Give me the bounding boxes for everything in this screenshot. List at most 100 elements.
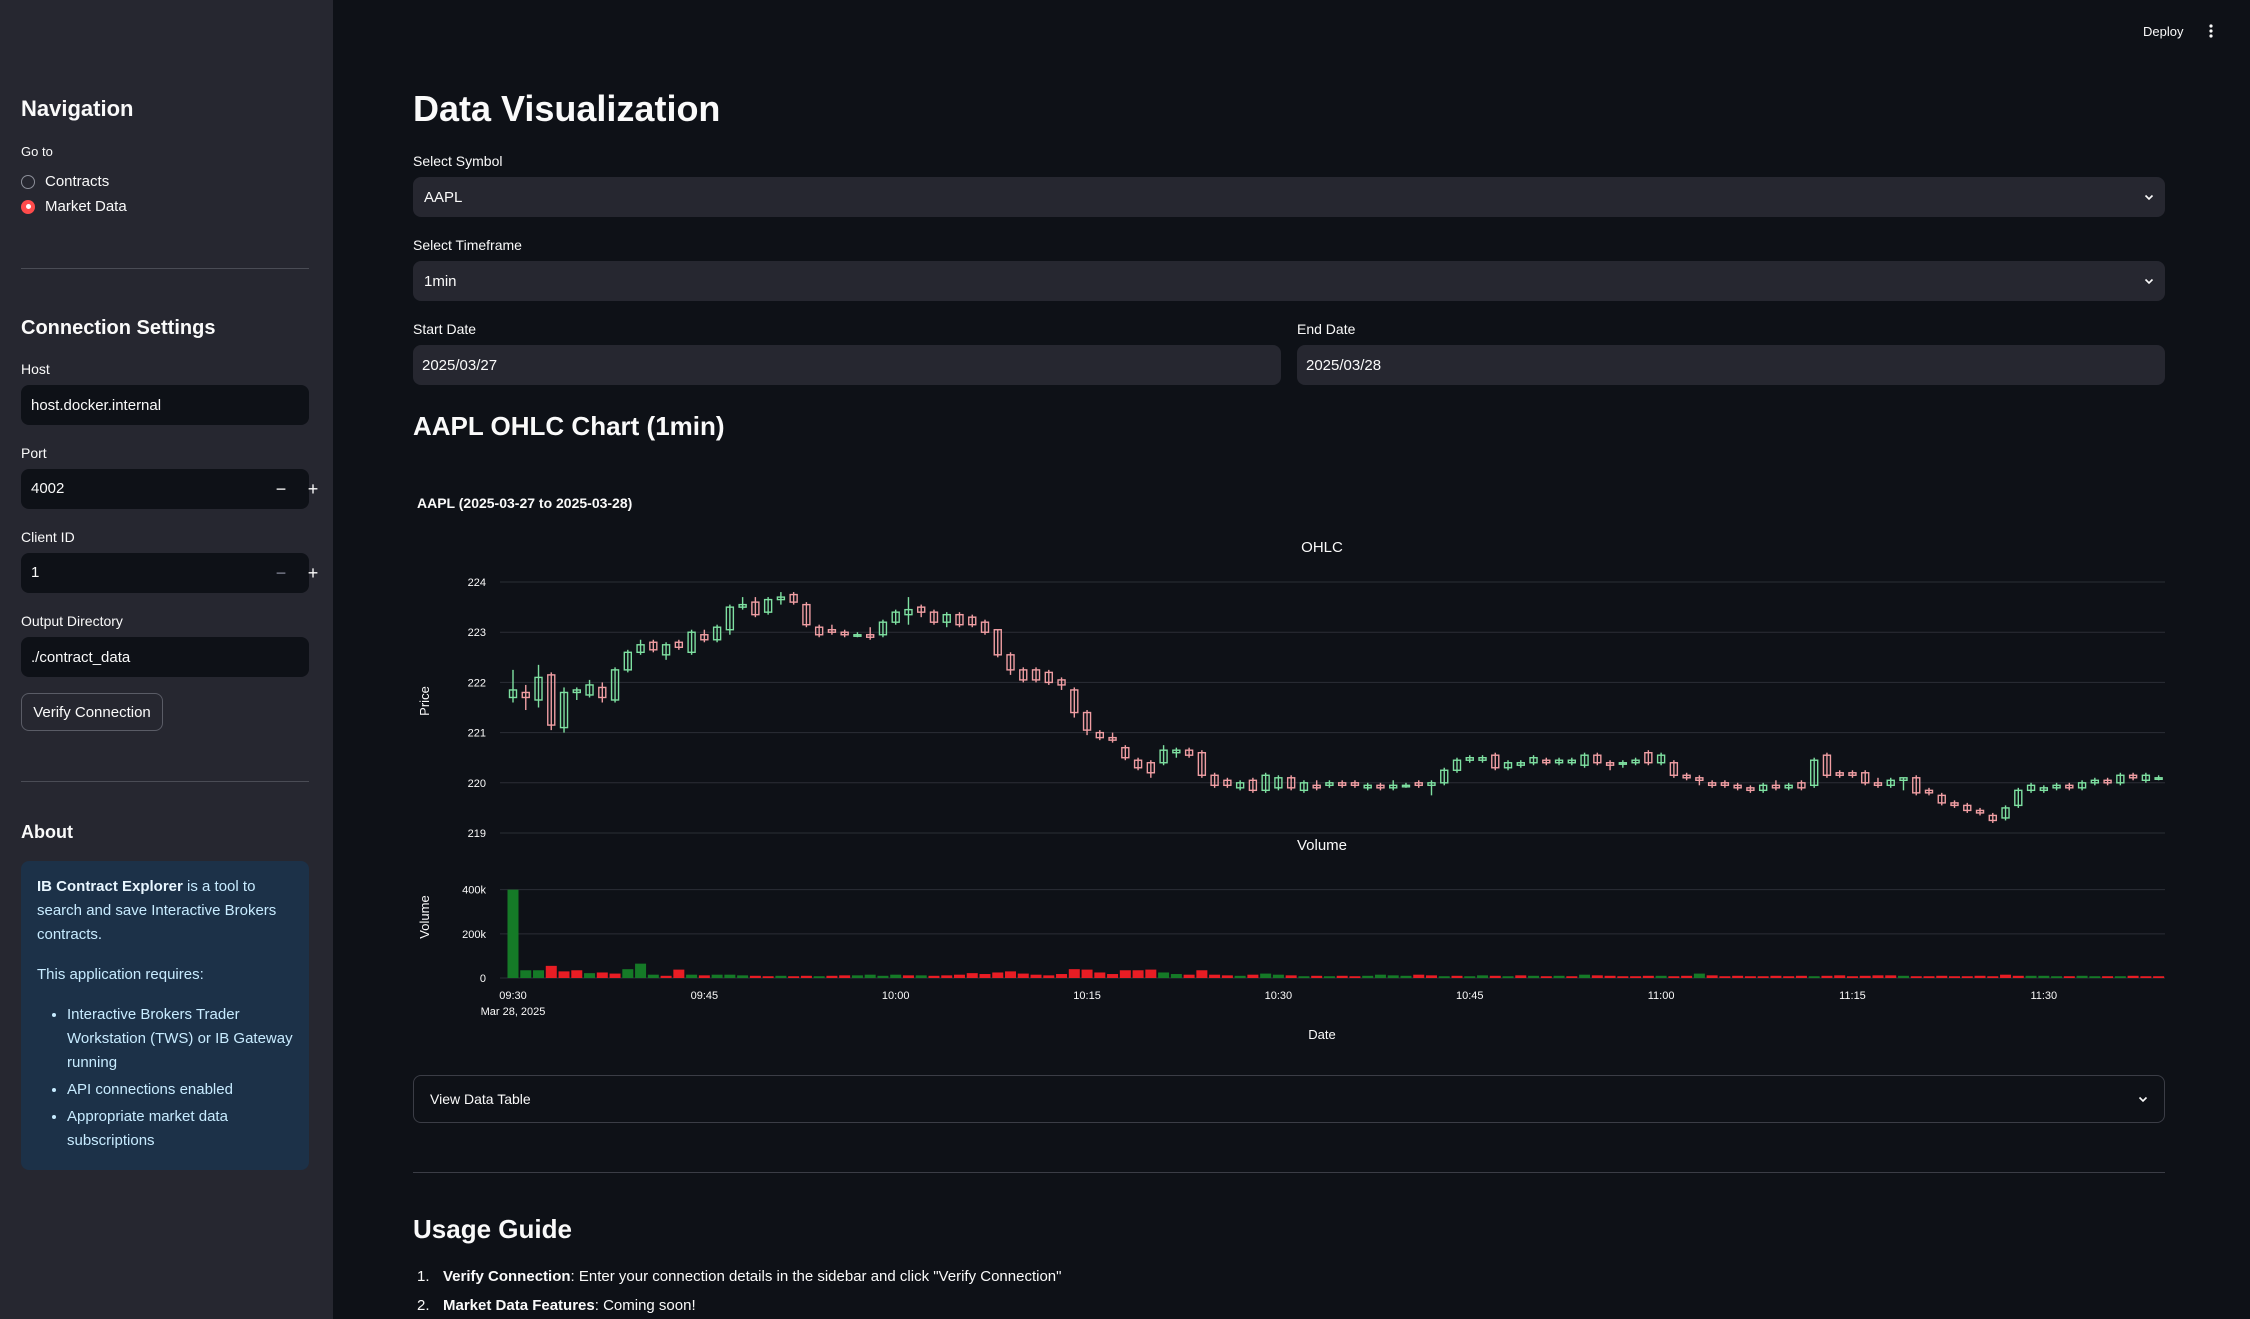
- candle: [802, 602, 811, 628]
- candle: [598, 682, 607, 703]
- port-number-input[interactable]: 4002 − +: [21, 469, 318, 509]
- candle: [2014, 787, 2023, 808]
- volume-bar: [1477, 975, 1489, 978]
- list-item: API connections enabled: [67, 1078, 293, 1102]
- candle-body: [891, 611, 900, 623]
- port-value[interactable]: 4002: [31, 480, 65, 497]
- guide-item-text: : Coming soon!: [594, 1297, 696, 1314]
- port-label: Port: [21, 445, 47, 461]
- increment-button[interactable]: +: [307, 479, 319, 499]
- volume-bar: [609, 973, 621, 978]
- volume-bar: [800, 975, 812, 978]
- candle: [1899, 777, 1908, 791]
- decrement-button[interactable]: −: [275, 479, 287, 499]
- candle: [942, 612, 951, 628]
- candle-body: [1912, 777, 1921, 794]
- candle: [1070, 687, 1079, 718]
- volume-bar: [1068, 969, 1080, 978]
- candle: [1580, 752, 1589, 768]
- candle-body: [980, 621, 990, 633]
- divider: [21, 781, 309, 782]
- candle: [1542, 757, 1551, 766]
- candle-body: [2103, 779, 2112, 784]
- volume-bar: [1311, 975, 1323, 978]
- deploy-button[interactable]: Deploy: [2143, 24, 2184, 39]
- candle: [1235, 780, 1245, 791]
- candle-body: [1452, 759, 1462, 771]
- volume-bar: [1604, 975, 1616, 978]
- candle: [1758, 782, 1768, 793]
- candle-body: [840, 631, 849, 636]
- host-input[interactable]: host.docker.internal: [21, 385, 309, 425]
- volume-bar: [1017, 973, 1029, 978]
- candle-body: [1235, 782, 1245, 789]
- price-axis-title: Price: [417, 686, 432, 716]
- volume-bar: [1668, 976, 1680, 978]
- divider: [21, 268, 309, 269]
- candle: [1019, 667, 1028, 683]
- chevron-down-icon: [2144, 278, 2154, 285]
- volume-bar: [762, 976, 774, 978]
- candle: [1440, 767, 1449, 786]
- candle: [623, 649, 633, 673]
- volume-bar: [673, 969, 685, 978]
- candle: [1516, 760, 1525, 768]
- volume-bar: [1617, 976, 1629, 978]
- candle: [1491, 752, 1500, 771]
- volume-bar: [1323, 976, 1335, 978]
- output-dir-input[interactable]: ./contract_data: [21, 637, 309, 677]
- candle-body: [1108, 736, 1117, 741]
- ohlc-chart[interactable]: AAPL (2025-03-27 to 2025-03-28) OHLC Vol…: [333, 480, 2250, 1060]
- candle-body: [1924, 789, 1934, 794]
- volume-bar: [1170, 974, 1182, 978]
- candle: [1593, 752, 1602, 766]
- candle-body: [1861, 772, 1870, 784]
- candle: [993, 629, 1002, 658]
- candle-body: [1440, 769, 1449, 784]
- x-tick-sublabel: Mar 28, 2025: [481, 1006, 546, 1018]
- candle-body: [2052, 784, 2061, 789]
- timeframe-select[interactable]: 1min: [413, 261, 2165, 301]
- end-date-input[interactable]: 2025/03/28: [1297, 345, 2165, 385]
- x-tick-label: 11:15: [1839, 990, 1866, 1002]
- candle-body: [1707, 782, 1717, 787]
- candle-body: [1631, 759, 1640, 764]
- candle-body: [968, 616, 977, 626]
- decrement-button[interactable]: −: [275, 563, 287, 583]
- candle-body: [1529, 757, 1538, 764]
- candle: [1835, 770, 1844, 778]
- candle-body: [1070, 689, 1079, 714]
- candle: [2052, 782, 2061, 791]
- candle: [1057, 677, 1066, 690]
- start-date-input[interactable]: 2025/03/27: [413, 345, 1281, 385]
- host-label: Host: [21, 361, 50, 377]
- radio-contracts[interactable]: Contracts: [21, 173, 109, 190]
- candle-body: [623, 651, 633, 671]
- volume-bar: [1272, 974, 1284, 978]
- increment-button[interactable]: +: [307, 563, 319, 583]
- symbol-select[interactable]: AAPL: [413, 177, 2165, 217]
- volume-bar: [1247, 974, 1259, 978]
- candle: [1389, 780, 1398, 791]
- more-vert-icon[interactable]: [2205, 22, 2217, 40]
- radio-market-data[interactable]: Market Data: [21, 198, 127, 215]
- about-title: About: [21, 822, 73, 842]
- volume-bar: [660, 975, 672, 978]
- view-data-table-expander[interactable]: View Data Table: [413, 1075, 2165, 1123]
- candle-body: [1121, 746, 1130, 759]
- candle-body: [2001, 807, 2010, 819]
- candle: [1248, 777, 1258, 793]
- candle-body: [802, 603, 811, 626]
- candle-body: [610, 669, 620, 701]
- client-id-value[interactable]: 1: [31, 564, 40, 581]
- candle-body: [1159, 749, 1168, 764]
- volume-bar: [1757, 976, 1769, 978]
- client-id-number-input[interactable]: 1 − +: [21, 553, 318, 593]
- candle: [1133, 757, 1143, 771]
- candle: [1746, 785, 1755, 793]
- candle-body: [751, 601, 760, 616]
- verify-connection-button[interactable]: Verify Connection: [21, 693, 163, 731]
- about-text: is a tool to search and save Interactive…: [37, 878, 277, 943]
- candle-body: [1835, 772, 1844, 776]
- volume-bar: [622, 969, 634, 978]
